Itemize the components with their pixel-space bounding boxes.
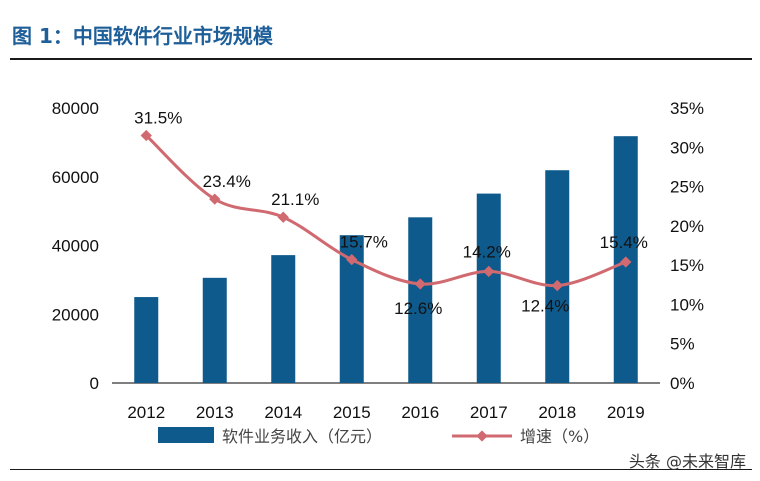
page-title: 图 1：中国软件行业市场规模 [12, 24, 273, 48]
axes: 0 20000 40000 60000 80000 0% 5% 10% 15% 20% 25% 30%… [52, 99, 704, 422]
x-tick-label: 2018 [538, 403, 576, 422]
y-left-tick-label: 40000 [52, 237, 99, 256]
y-left-tick-label: 20000 [52, 305, 99, 324]
y-left-tick-label: 0 [90, 374, 99, 393]
growth-data-label: 12.4% [521, 297, 569, 316]
growth-marker-2017 [483, 265, 495, 278]
legend: 软件业务收入（亿元） 增速（%） [158, 427, 599, 446]
y-right-tick-label: 0% [670, 374, 695, 393]
legend-line-label: 增速（%） [520, 427, 599, 446]
legend-line-marker [476, 430, 488, 442]
x-tick-label: 2017 [470, 403, 508, 422]
growth-marker-2012 [140, 129, 152, 142]
x-tick-label: 2012 [127, 403, 165, 422]
y-left-tick-label: 60000 [52, 168, 99, 187]
growth-data-label: 23.4% [203, 172, 251, 191]
x-tick-label: 2019 [607, 403, 645, 422]
growth-data-label: 15.7% [340, 233, 388, 252]
y-right-tick-label: 25% [670, 178, 704, 197]
bar-2014 [271, 255, 296, 383]
bar-2012 [134, 297, 159, 383]
growth-data-label: 21.1% [271, 190, 319, 209]
growth-marker-2013 [209, 193, 221, 205]
bar-2017 [476, 193, 501, 383]
growth-marker-2016 [414, 278, 426, 290]
growth-marker-2019 [620, 256, 632, 268]
bar-2016 [408, 217, 433, 383]
bar-2013 [202, 277, 227, 383]
data-labels: 31.5% 23.4% 21.1% 15.7% 12.6% 14.2% 12.4% 15.4% [134, 109, 648, 319]
x-tick-label: 2014 [264, 403, 302, 422]
y-right-tick-label: 20% [670, 217, 704, 236]
growth-data-label: 31.5% [134, 109, 182, 128]
bar-2018 [545, 170, 570, 383]
x-tick-label: 2013 [196, 403, 234, 422]
growth-data-label: 12.6% [394, 299, 442, 318]
y-right-tick-label: 35% [670, 99, 704, 118]
y-right-tick-label: 10% [670, 295, 704, 314]
growth-marker-2014 [277, 211, 289, 223]
growth-data-label: 14.2% [463, 242, 511, 261]
y-left-tick-label: 80000 [52, 99, 99, 118]
legend-bar-label: 软件业务收入（亿元） [222, 427, 382, 446]
growth-line-series [140, 129, 632, 292]
growth-data-label: 15.4% [600, 233, 648, 252]
x-tick-label: 2015 [333, 403, 371, 422]
y-right-tick-label: 15% [670, 256, 704, 275]
legend-bar-swatch [158, 427, 214, 443]
x-tick-label: 2016 [401, 403, 439, 422]
growth-marker-2018 [551, 279, 563, 292]
y-right-tick-label: 5% [670, 335, 695, 354]
y-right-tick-label: 30% [670, 138, 704, 157]
watermark: 头条 @未来智库 [628, 452, 746, 471]
growth-marker-2015 [346, 253, 358, 266]
bottom-divider [10, 469, 752, 470]
top-divider [10, 58, 752, 60]
